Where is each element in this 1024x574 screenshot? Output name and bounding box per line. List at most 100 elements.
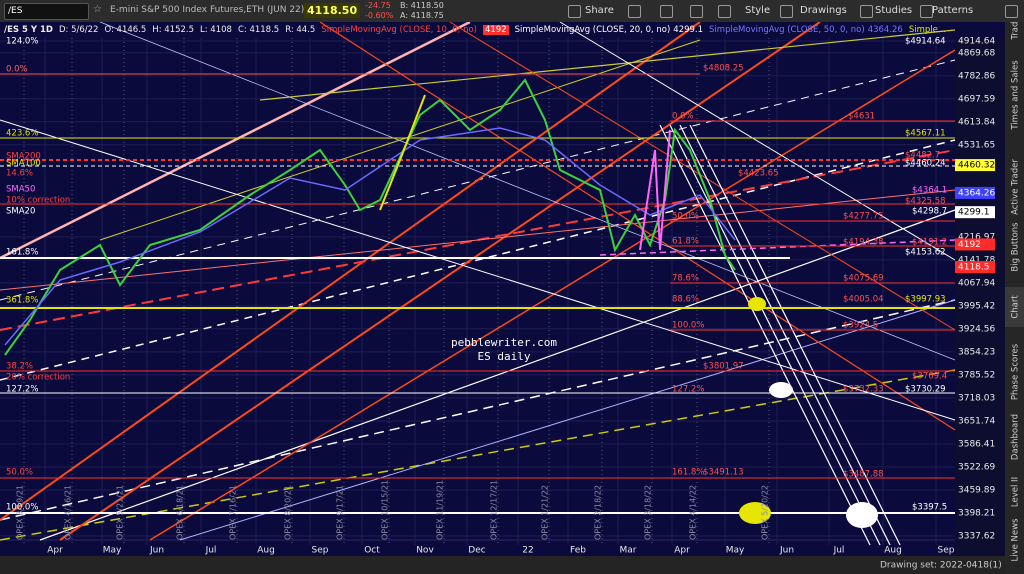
price-tick-label: 3924.56 bbox=[958, 324, 995, 334]
opex-label: OPEX 5/20/22 bbox=[761, 485, 770, 540]
trend-line bbox=[179, 299, 956, 541]
level-label: 100.0% bbox=[6, 503, 38, 513]
level-price-label: $3491.13 bbox=[703, 468, 744, 478]
opex-label: OPEX 7/16/21 bbox=[229, 485, 238, 540]
time-tick-label: Sep bbox=[938, 546, 955, 556]
price-tick-label: 4914.64 bbox=[958, 37, 995, 47]
status-bar bbox=[0, 556, 1005, 574]
sidebar-tab[interactable]: Phase Scores bbox=[1011, 343, 1021, 400]
toolbar-button[interactable]: Drawings bbox=[800, 5, 847, 16]
trend-line bbox=[319, 21, 956, 431]
price-tick-label: 3398.21 bbox=[958, 508, 995, 518]
time-tick-label: Nov bbox=[416, 546, 434, 556]
trend-line bbox=[559, 21, 956, 261]
symbol-description: E-mini S&P 500 Index Futures,ETH (JUN 22… bbox=[110, 5, 305, 15]
header-item: H: 4152.5 bbox=[152, 25, 194, 35]
wave-line bbox=[379, 94, 426, 211]
level-price-label: $4460.24 bbox=[905, 159, 946, 169]
time-tick-label: Aug bbox=[884, 546, 902, 556]
level-label: 361.8% bbox=[6, 296, 38, 306]
toolbar-icon[interactable] bbox=[1005, 5, 1018, 18]
level-price-label: $4194.38 bbox=[843, 238, 884, 248]
price-tick-label: 3854.23 bbox=[958, 347, 995, 357]
study-name: SimpleMovingAvg (CLOSE, 20, 0, no) bbox=[514, 25, 671, 35]
sidebar-tab[interactable]: Times and Sales bbox=[1011, 60, 1021, 131]
toolbar-icon[interactable] bbox=[718, 5, 731, 18]
price-tick-label: 3718.03 bbox=[958, 393, 995, 403]
toolbar-icon[interactable] bbox=[628, 5, 641, 18]
level-label: SMA50 bbox=[6, 185, 35, 195]
toolbar-icon[interactable] bbox=[920, 5, 933, 18]
bid: B: 4118.50 bbox=[400, 1, 444, 10]
time-tick-label: Apr bbox=[674, 546, 690, 556]
opex-label: OPEX 3/18/22 bbox=[644, 485, 653, 540]
level-price-label: $3730.29 bbox=[905, 385, 946, 395]
level-price-label: $3997.93 bbox=[905, 295, 946, 305]
trend-line bbox=[669, 124, 881, 546]
toolbar-icon[interactable] bbox=[568, 5, 581, 18]
trend-line bbox=[99, 21, 956, 361]
level-price-label: $4631 bbox=[848, 112, 875, 122]
symbol-input[interactable]: /ES bbox=[4, 3, 89, 20]
toolbar: /ES ☆ E-mini S&P 500 Index Futures,ETH (… bbox=[0, 0, 1024, 22]
opex-label: OPEX 1/21/22 bbox=[541, 485, 550, 540]
level-price-label: $4808.25 bbox=[703, 64, 744, 74]
level-price-label: $3801.97 bbox=[703, 362, 744, 372]
percent-change: -0.60% bbox=[365, 11, 394, 20]
fib-label: 127.2% bbox=[672, 385, 704, 395]
level-price-label: $4567.11 bbox=[905, 129, 946, 139]
study-name: SimpleMovingAvg (CLOSE, 50, 0, no) bbox=[709, 25, 865, 35]
star-icon[interactable]: ☆ bbox=[93, 4, 102, 15]
level-label: 124.0% bbox=[6, 37, 38, 47]
trend-line bbox=[689, 124, 901, 546]
trend-line bbox=[0, 20, 471, 260]
sidebar-tab[interactable]: Chart bbox=[1011, 295, 1021, 319]
level-price-label: $4298.7 bbox=[912, 207, 947, 217]
toolbar-icon[interactable] bbox=[660, 5, 673, 18]
price-tick-label: 3337.62 bbox=[958, 532, 995, 542]
price-tick-label: 4141.78 bbox=[958, 255, 995, 265]
trend-line bbox=[659, 124, 871, 546]
toolbar-icon[interactable] bbox=[860, 5, 873, 18]
price-tick-label: 4782.86 bbox=[958, 71, 995, 81]
toolbar-icon[interactable] bbox=[690, 5, 703, 18]
sidebar-tab[interactable]: Dashboard bbox=[1011, 414, 1021, 460]
toolbar-button[interactable]: Studies bbox=[875, 5, 913, 16]
toolbar-button[interactable]: Style bbox=[745, 5, 771, 16]
price-tick-label: 3522.69 bbox=[958, 462, 995, 472]
sidebar-tab[interactable]: Big Buttons bbox=[1011, 222, 1021, 272]
level-label: 423.6% bbox=[6, 129, 38, 139]
price-marker bbox=[955, 238, 995, 251]
time-tick-label: May bbox=[726, 546, 745, 556]
drawing-set[interactable]: Drawing set: 2022-0418(1) bbox=[880, 561, 1002, 571]
level-price-label: $4325.58 bbox=[905, 197, 946, 207]
level-price-label: $3732.33 bbox=[843, 385, 884, 395]
highlight-circle bbox=[769, 382, 793, 398]
ask: A: 4118.75 bbox=[400, 11, 444, 20]
time-tick-label: Jun bbox=[779, 546, 794, 556]
sidebar-tab[interactable]: Live News bbox=[1011, 518, 1021, 562]
toolbar-button[interactable]: Patterns bbox=[932, 5, 974, 16]
trend-line bbox=[0, 369, 956, 541]
sidebar-tab[interactable]: Trade bbox=[1011, 16, 1021, 40]
header-item: L: 4108 bbox=[200, 25, 232, 35]
drawings bbox=[0, 20, 956, 546]
level-price-label: $4423.65 bbox=[738, 169, 779, 179]
time-tick-label: Mar bbox=[620, 546, 637, 556]
sidebar-tab[interactable]: Active Trader bbox=[1011, 159, 1021, 215]
header-item: C: 4118.5 bbox=[237, 25, 280, 35]
time-tick-label: Jul bbox=[833, 546, 845, 556]
sidebar-tab[interactable]: Level II bbox=[1011, 477, 1021, 507]
level-price-label: $3769.4 bbox=[912, 372, 947, 382]
level-price-label: $4914.64 bbox=[905, 37, 946, 47]
time-tick-label: Sep bbox=[312, 546, 329, 556]
trend-line bbox=[0, 119, 956, 421]
opex-label: OPEX 10/15/21 bbox=[381, 480, 390, 540]
chart-header: /ES 5 Y 1D D: 5/6/22 O: 4146.5 H: 4152.5 L: … bbox=[0, 22, 959, 38]
toolbar-icon[interactable] bbox=[780, 5, 793, 18]
trend-line bbox=[0, 139, 956, 381]
toolbar-button[interactable]: Share bbox=[585, 5, 614, 16]
